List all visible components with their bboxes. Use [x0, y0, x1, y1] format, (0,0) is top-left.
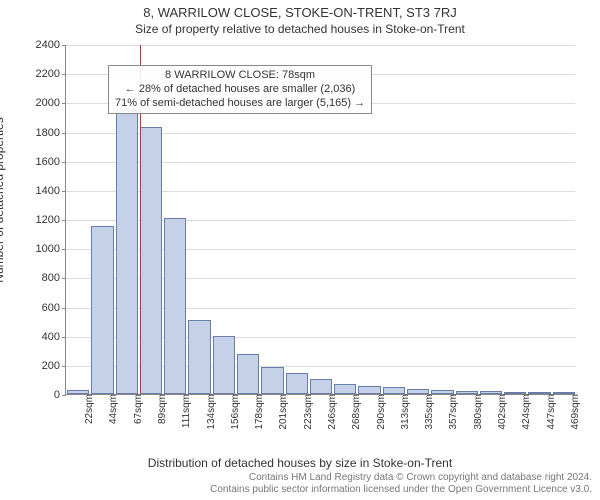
chart-title-sub: Size of property relative to detached ho…: [0, 22, 600, 36]
y-tick-mark: [62, 103, 66, 104]
y-tick-label: 800: [26, 272, 66, 284]
x-tick-label: 201sqm: [276, 394, 289, 430]
histogram-bar: [334, 384, 356, 394]
annotation-line-3: 71% of semi-detached houses are larger (…: [115, 97, 365, 111]
footnote-line2: Contains public sector information licen…: [0, 484, 592, 496]
y-tick-mark: [62, 366, 66, 367]
x-tick-label: 357sqm: [446, 394, 459, 430]
histogram-bar: [286, 373, 308, 394]
x-tick-label: 44sqm: [106, 394, 119, 424]
y-tick-mark: [62, 74, 66, 75]
y-tick-label: 1000: [26, 243, 66, 255]
y-tick-mark: [62, 395, 66, 396]
x-tick-label: 89sqm: [155, 394, 168, 424]
y-tick-label: 0: [26, 389, 66, 401]
histogram-bar: [237, 354, 259, 394]
x-tick-label: 178sqm: [252, 394, 265, 430]
x-tick-label: 111sqm: [179, 394, 192, 428]
x-tick-label: 469sqm: [568, 394, 581, 430]
histogram-bar: [164, 218, 186, 394]
y-tick-label: 1200: [26, 214, 66, 226]
y-tick-mark: [62, 133, 66, 134]
histogram-bar: [213, 336, 235, 394]
y-tick-label: 2200: [26, 68, 66, 80]
x-tick-label: 67sqm: [131, 394, 144, 424]
x-tick-label: 134sqm: [204, 394, 217, 430]
histogram-bar: [310, 379, 332, 394]
annotation-line-2: ← 28% of detached houses are smaller (2,…: [115, 83, 365, 97]
y-tick-label: 200: [26, 360, 66, 372]
grid-line: [66, 45, 575, 46]
histogram-plot: 0200400600800100012001400160018002000220…: [65, 45, 575, 395]
y-tick-label: 2000: [26, 97, 66, 109]
y-tick-label: 400: [26, 331, 66, 343]
y-axis-label: Number of detached properties: [0, 117, 6, 282]
x-tick-label: 402sqm: [495, 394, 508, 430]
y-tick-mark: [62, 191, 66, 192]
y-tick-mark: [62, 162, 66, 163]
histogram-bar: [358, 386, 380, 394]
histogram-bar: [261, 367, 283, 394]
y-tick-mark: [62, 220, 66, 221]
y-tick-label: 1400: [26, 185, 66, 197]
x-tick-label: 223sqm: [301, 394, 314, 430]
histogram-bar: [188, 320, 210, 394]
x-tick-label: 246sqm: [325, 394, 338, 430]
y-tick-mark: [62, 278, 66, 279]
histogram-bar: [140, 127, 162, 394]
x-tick-label: 335sqm: [422, 394, 435, 430]
x-tick-label: 22sqm: [82, 394, 95, 424]
y-tick-mark: [62, 337, 66, 338]
chart-title-main: 8, WARRILOW CLOSE, STOKE-ON-TRENT, ST3 7…: [0, 5, 600, 20]
histogram-bar: [116, 110, 138, 394]
y-tick-label: 1600: [26, 156, 66, 168]
y-tick-label: 600: [26, 302, 66, 314]
x-tick-label: 424sqm: [519, 394, 532, 430]
x-tick-label: 447sqm: [544, 394, 557, 430]
x-tick-label: 290sqm: [374, 394, 387, 430]
x-tick-label: 268sqm: [349, 394, 362, 430]
y-tick-label: 1800: [26, 127, 66, 139]
footnote-line1: Contains HM Land Registry data © Crown c…: [0, 472, 592, 484]
attribution-footnote: Contains HM Land Registry data © Crown c…: [0, 472, 592, 496]
y-tick-label: 2400: [26, 39, 66, 51]
x-tick-label: 380sqm: [471, 394, 484, 430]
histogram-bar: [91, 226, 113, 394]
annotation-line-1: 8 WARRILOW CLOSE: 78sqm: [115, 69, 365, 83]
y-tick-mark: [62, 249, 66, 250]
y-tick-mark: [62, 308, 66, 309]
annotation-box: 8 WARRILOW CLOSE: 78sqm← 28% of detached…: [108, 65, 372, 114]
x-tick-label: 313sqm: [398, 394, 411, 430]
x-tick-label: 156sqm: [228, 394, 241, 430]
x-axis-label: Distribution of detached houses by size …: [0, 456, 600, 470]
y-tick-mark: [62, 45, 66, 46]
